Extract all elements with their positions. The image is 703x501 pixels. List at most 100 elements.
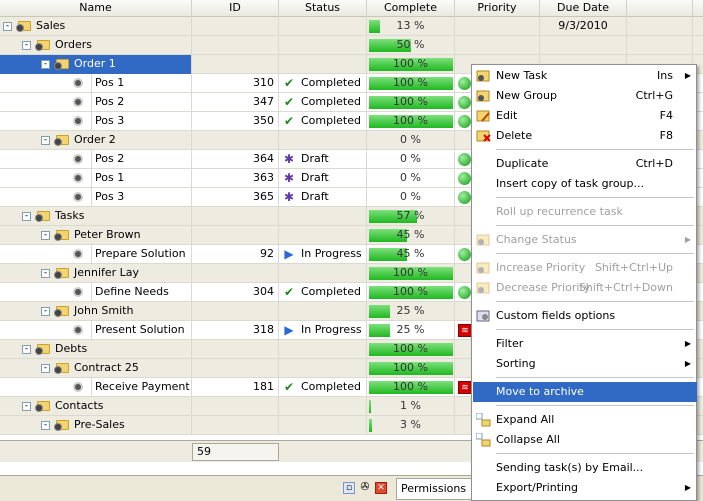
progress-bar: [369, 286, 453, 299]
collapse-toggle-icon[interactable]: -: [22, 345, 31, 354]
collapse-toggle-icon[interactable]: -: [41, 421, 50, 430]
menu-item-custom-fields-options[interactable]: Custom fields options: [473, 306, 697, 326]
complete-cell: 100 %: [367, 112, 455, 131]
submenu-arrow-icon: ▶: [684, 483, 691, 492]
pin-icon[interactable]: ✇: [360, 480, 370, 493]
row-name: Sales: [36, 19, 66, 32]
menu-item-delete[interactable]: Delete F8: [473, 126, 697, 146]
complete-value: 50 %: [396, 38, 425, 51]
collapse-toggle-icon[interactable]: -: [41, 307, 50, 316]
menu-item-collapse-all[interactable]: Collapse All: [473, 430, 697, 450]
progress-bar: [369, 210, 417, 223]
collapse-toggle-icon[interactable]: -: [22, 212, 31, 221]
menu-item-move-to-archive[interactable]: Move to archive: [473, 382, 697, 402]
collapse-toggle-icon[interactable]: -: [41, 60, 50, 69]
dock-icon[interactable]: ▫: [343, 482, 355, 494]
folder-gear: [54, 271, 62, 279]
menu-item-new-group[interactable]: New Group Ctrl+G: [473, 86, 697, 106]
id-cell: [192, 131, 279, 150]
folder-gear: [35, 43, 43, 51]
menu-item-sending-task-s-by-email[interactable]: Sending task(s) by Email...: [473, 458, 697, 478]
menu-item-filter[interactable]: Filter ▶: [473, 334, 697, 354]
menu-item-shortcut: F4: [659, 109, 673, 122]
complete-value: 25 %: [396, 304, 425, 317]
menu-item-shortcut: Shift+Ctrl+Down: [578, 281, 673, 294]
submenu-arrow-icon: ▶: [684, 71, 691, 80]
status-cell: ▶ In Progress: [279, 321, 367, 340]
menu-item-label: Decrease Priority: [496, 281, 591, 294]
delete-icon: [476, 129, 491, 143]
progress-bar: [369, 115, 453, 128]
priority-normal-icon: [458, 115, 471, 128]
status-cell: [279, 397, 367, 416]
row-name: Contacts: [55, 399, 104, 412]
tab-permissions[interactable]: Permissions: [396, 478, 476, 500]
status-cell: [279, 264, 367, 283]
complete-cell: 25 %: [367, 321, 455, 340]
row-name: Order 1: [74, 57, 116, 70]
collapse-toggle-icon[interactable]: -: [3, 22, 12, 31]
collapse-toggle-icon[interactable]: -: [22, 402, 31, 411]
collapse-toggle-icon[interactable]: -: [41, 136, 50, 145]
name-cell: Receive Payment: [0, 378, 192, 397]
menu-item-label: Expand All: [496, 413, 555, 426]
close-icon[interactable]: ✕: [375, 482, 387, 494]
column-header-status[interactable]: Status: [279, 0, 367, 17]
complete-cell: 50 %: [367, 36, 455, 55]
complete-cell: 0 %: [367, 188, 455, 207]
status-cell: ✱ Draft: [279, 150, 367, 169]
blank-cell: [627, 17, 693, 36]
draft-icon: ✱: [283, 190, 295, 204]
column-header-name[interactable]: Name: [0, 0, 192, 17]
column-header-priority[interactable]: Priority: [455, 0, 540, 17]
name-cell: Pos 3: [0, 112, 192, 131]
folder-icon: [54, 267, 69, 279]
collapse-toggle-icon[interactable]: -: [41, 364, 50, 373]
name-cell: - Jennifer Lay: [0, 264, 192, 283]
name-cell: - Pre-Sales: [0, 416, 192, 435]
menu-item-export-printing[interactable]: Export/Printing ▶: [473, 478, 697, 498]
row-name: John Smith: [74, 304, 134, 317]
menu-separator: [496, 253, 694, 254]
folder-gear: [54, 366, 62, 374]
collapse-toggle-icon[interactable]: -: [41, 269, 50, 278]
column-header-id[interactable]: ID: [192, 0, 279, 17]
name-cell: Pos 1: [0, 169, 192, 188]
menu-item-duplicate[interactable]: Duplicate Ctrl+D: [473, 154, 697, 174]
column-header-complete[interactable]: Complete: [367, 0, 455, 17]
id-cell: [192, 36, 279, 55]
task-icon: [73, 116, 83, 126]
row-name: Contract 25: [74, 361, 139, 374]
progress-bar: [369, 362, 453, 375]
menu-item-shortcut: Ins: [657, 69, 673, 82]
status-cell: ✱ Draft: [279, 188, 367, 207]
folder-icon: [54, 305, 69, 317]
menu-item-label: Sorting: [496, 357, 536, 370]
menu-item-edit[interactable]: Edit F4: [473, 106, 697, 126]
row-name: Order 2: [74, 133, 116, 146]
status-label: In Progress: [301, 247, 362, 260]
menu-separator: [496, 225, 694, 226]
folder-gear: [35, 404, 43, 412]
folder-gear: [54, 62, 62, 70]
folder-icon: [54, 362, 69, 374]
progress-bar: [369, 324, 390, 337]
collapse-toggle-icon[interactable]: -: [22, 41, 31, 50]
draft-icon: ✱: [283, 152, 295, 166]
complete-value: 100 %: [393, 342, 428, 355]
collapse-toggle-icon[interactable]: -: [41, 231, 50, 240]
menu-item-insert-copy-of-task-group[interactable]: Insert copy of task group...: [473, 174, 697, 194]
priority-cell: [455, 17, 540, 36]
complete-cell: 100 %: [367, 378, 455, 397]
folder-gear: [54, 309, 62, 317]
menu-item-sorting[interactable]: Sorting ▶: [473, 354, 697, 374]
status-cell: [279, 36, 367, 55]
group-row[interactable]: - Sales 13 % 9/3/2010: [0, 17, 703, 36]
progress-bar: [369, 39, 411, 52]
menu-item-expand-all[interactable]: Expand All: [473, 410, 697, 430]
menu-item-label: Duplicate: [496, 157, 549, 170]
column-header-due-date[interactable]: Due Date: [540, 0, 627, 17]
group-row[interactable]: - Orders 50 %: [0, 36, 703, 55]
menu-item-new-task[interactable]: New Task Ins ▶: [473, 66, 697, 86]
folder-icon: [54, 58, 69, 70]
